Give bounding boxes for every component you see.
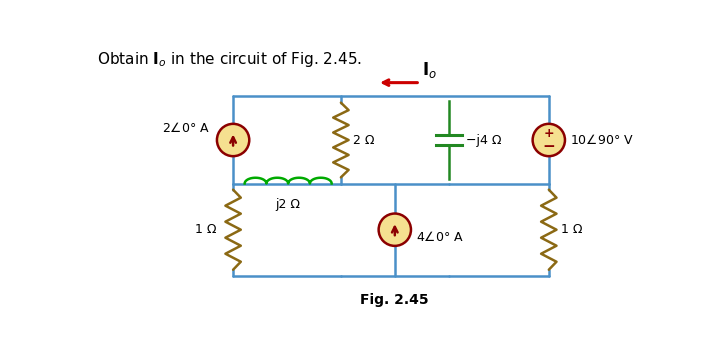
Text: Fig. 2.45: Fig. 2.45	[360, 293, 429, 307]
Text: 2 Ω: 2 Ω	[353, 133, 375, 147]
Text: $4\angle 0°$ A: $4\angle 0°$ A	[416, 230, 464, 244]
Circle shape	[379, 214, 411, 246]
Circle shape	[533, 124, 565, 156]
Text: +: +	[543, 127, 554, 140]
Text: Obtain $\mathbf{I}_o$ in the circuit of Fig. 2.45.: Obtain $\mathbf{I}_o$ in the circuit of …	[97, 50, 362, 69]
Text: 1 Ω: 1 Ω	[195, 223, 216, 236]
Text: $\mathbf{I}_o$: $\mathbf{I}_o$	[422, 60, 437, 80]
Text: 1 Ω: 1 Ω	[561, 223, 582, 236]
Text: −j4 Ω: −j4 Ω	[466, 133, 501, 147]
Text: j2 Ω: j2 Ω	[276, 198, 301, 211]
Circle shape	[217, 124, 250, 156]
Text: $2\angle 0°$ A: $2\angle 0°$ A	[162, 121, 210, 136]
Text: −: −	[542, 139, 555, 154]
Text: $10\angle 90°$ V: $10\angle 90°$ V	[570, 133, 634, 147]
